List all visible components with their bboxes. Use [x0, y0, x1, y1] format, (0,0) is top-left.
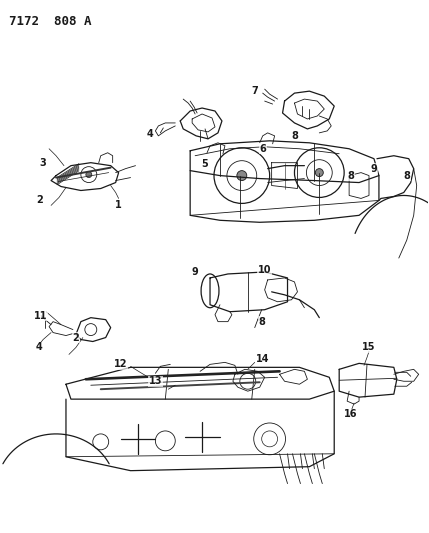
Text: 14: 14	[256, 354, 269, 365]
Text: 15: 15	[362, 343, 376, 352]
Text: 1: 1	[115, 200, 122, 211]
Text: 2: 2	[73, 333, 79, 343]
Circle shape	[315, 168, 323, 176]
Text: 7172  808 A: 7172 808 A	[9, 14, 92, 28]
Text: 2: 2	[36, 196, 42, 205]
Text: 9: 9	[371, 164, 378, 174]
Text: 8: 8	[403, 171, 410, 181]
Circle shape	[237, 171, 247, 181]
Text: 10: 10	[258, 265, 272, 275]
Text: 11: 11	[34, 311, 48, 321]
Text: 5: 5	[202, 159, 208, 168]
Text: 6: 6	[259, 144, 266, 154]
Text: 16: 16	[344, 409, 358, 419]
Text: 4: 4	[36, 343, 42, 352]
Text: 12: 12	[114, 359, 127, 369]
Text: 9: 9	[192, 267, 199, 277]
Text: 8: 8	[347, 171, 354, 181]
Text: 8: 8	[258, 317, 265, 327]
Text: 3: 3	[40, 158, 46, 168]
Text: 8: 8	[291, 131, 298, 141]
Text: 7: 7	[251, 86, 258, 96]
Circle shape	[86, 172, 92, 177]
Text: 4: 4	[147, 129, 154, 139]
Text: 13: 13	[148, 376, 162, 386]
